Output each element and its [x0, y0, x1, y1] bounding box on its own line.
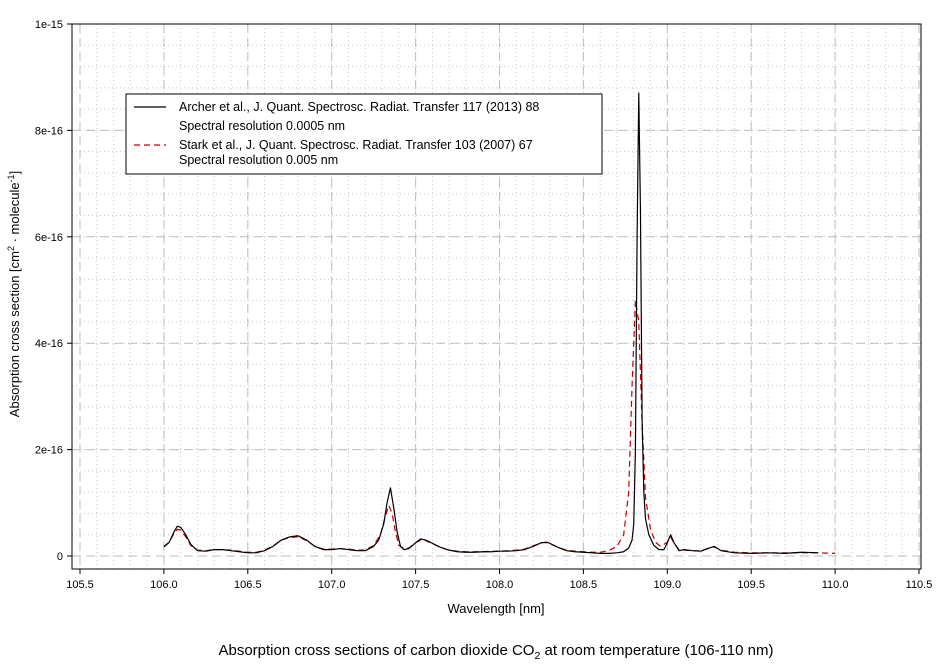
series-line-archer [163, 92, 819, 554]
axes: 105.5 106.0 106.5 107.0 107.5 108.0 108.5 109.0… [35, 19, 933, 591]
legend-box [125, 93, 603, 175]
x-tick-label: 109.5 [737, 579, 765, 591]
plot-frame [71, 23, 922, 570]
y-tick-label: 4e-16 [35, 338, 63, 350]
y-axis-label-part3: ] [7, 171, 22, 175]
x-tick-label: 106.5 [234, 579, 262, 591]
legend-label-stark: Stark et al., J. Quant. Spectrosc. Radia… [179, 138, 533, 152]
caption-before: Absorption cross sections of carbon diox… [218, 642, 534, 659]
y-tick-label: 6e-16 [35, 232, 63, 244]
legend: Archer et al., J. Quant. Spectrosc. Radi… [125, 93, 603, 175]
figure-caption: Absorption cross sections of carbon diox… [218, 642, 773, 662]
x-tick-label: 109.0 [654, 579, 682, 591]
legend-label-archer: Archer et al., J. Quant. Spectrosc. Radi… [179, 100, 539, 114]
x-tick-label: 110.0 [822, 579, 849, 591]
y-axis-label-part2: · molecule [7, 182, 22, 246]
caption-after: at room temperature (106-110 nm) [540, 642, 773, 659]
x-tick-label: 108.5 [570, 579, 598, 591]
x-tick-label: 105.5 [66, 579, 94, 591]
caption-subscript: 2 [534, 650, 540, 662]
y-axis-label-part1: Absorption cross section [cm [7, 251, 22, 417]
x-axis-label: Wavelength [nm] [447, 601, 544, 616]
x-tick-label: 106.0 [150, 579, 178, 591]
x-tick-label: 107.0 [318, 579, 346, 591]
x-tick-label: 108.0 [486, 579, 514, 591]
series-layer [163, 92, 836, 554]
x-tick-label: 110.5 [906, 579, 933, 591]
x-tick-label: 107.5 [402, 579, 430, 591]
legend-note-archer: Spectral resolution 0.0005 nm [179, 119, 345, 133]
y-tick-label: 8e-16 [35, 125, 63, 137]
y-tick-label: 0 [57, 551, 63, 563]
y-axis-label: Absorption cross section [cm2 · molecule… [6, 171, 22, 417]
y-tick-label: 1e-15 [35, 19, 63, 31]
y-axis-label-sup2: -1 [6, 174, 16, 182]
legend-note-stark: Spectral resolution 0.005 nm [179, 153, 338, 167]
y-axis-label-sup1: 2 [6, 246, 16, 251]
y-tick-label: 2e-16 [35, 445, 63, 457]
